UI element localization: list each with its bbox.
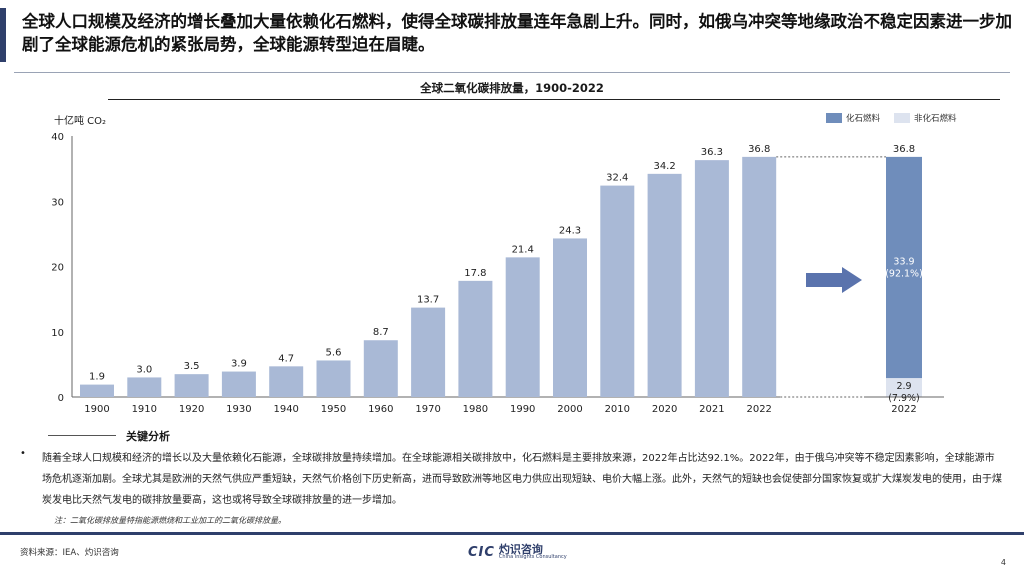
emissions-bar-chart: 0 10 20 30 40 1.9 1900 3.0 1910 3.5 1920 3.9 1930 4.7… — [51, 132, 944, 415]
bar-1910 — [127, 377, 162, 397]
bar-1990 — [505, 257, 540, 397]
footnote: 注：二氧化碳排放量特指能源燃烧和工业加工的二氧化碳排放量。 — [54, 516, 286, 525]
data-label-2021: 36.3 — [701, 147, 723, 158]
legend-non-fossil-label: 非化石燃料 — [914, 114, 957, 124]
bar-1900 — [80, 384, 114, 397]
analysis-rule-left — [48, 435, 116, 436]
x-tick-label-2010: 2010 — [605, 404, 630, 415]
legend-fossil-label: 化石燃料 — [846, 114, 881, 124]
legend-fossil: 化石燃料 — [826, 112, 880, 124]
data-label-1940: 4.7 — [278, 353, 294, 364]
data-label-1970: 13.7 — [417, 295, 439, 306]
bar-2021 — [694, 160, 729, 397]
company-logo: CIC 灼识咨询 China Insights Consultancy — [468, 544, 567, 560]
data-label-1980: 17.8 — [464, 268, 486, 279]
bar-1940 — [269, 366, 304, 397]
y-axis-unit: 十亿吨 CO₂ — [54, 116, 107, 127]
analysis-heading: 关键分析 — [126, 430, 170, 443]
breakdown-x-label: 2022 — [891, 404, 916, 415]
slide-headline: 全球人口规模及经济的增长叠加大量依赖化石燃料，使得全球碳排放量连年急剧上升。同时… — [22, 12, 1012, 54]
header-divider — [14, 72, 1010, 73]
bar-1930 — [221, 371, 256, 397]
bar-1960 — [363, 340, 398, 397]
bar-2000 — [553, 238, 587, 397]
logo-mark: CIC — [468, 544, 495, 560]
page-number: 4 — [1000, 558, 1006, 567]
breakdown-total-label: 36.8 — [893, 144, 915, 155]
logo-english-name: China Insights Consultancy — [498, 554, 567, 560]
chart-title: 全球二氧化碳排放量，1900-2022 — [420, 81, 604, 95]
chart-legend: 化石燃料 非化石燃料 — [826, 112, 957, 124]
x-tick-label-1900: 1900 — [84, 404, 109, 415]
x-tick-label-1920: 1920 — [179, 404, 204, 415]
x-tick-label-1960: 1960 — [368, 404, 393, 415]
bar-2020 — [647, 173, 682, 397]
breakdown-fossil-segment — [886, 156, 922, 379]
bar-1970 — [411, 307, 446, 397]
data-label-1920: 3.5 — [184, 361, 200, 372]
title-accent-bar — [0, 8, 6, 62]
y-tick-label: 30 — [51, 197, 64, 208]
x-tick-label-2000: 2000 — [557, 404, 582, 415]
bar-1950 — [316, 360, 351, 397]
bar-1980 — [458, 280, 493, 397]
bar-1920 — [174, 374, 209, 397]
footer-divider — [0, 532, 1024, 535]
x-tick-label-2020: 2020 — [652, 404, 677, 415]
breakdown-fossil-value: 33.9 — [893, 256, 914, 267]
breakdown-non-fossil-value: 2.9 — [896, 381, 911, 392]
legend-non-fossil-swatch — [894, 113, 911, 123]
x-tick-label-1980: 1980 — [463, 404, 488, 415]
data-label-1900: 1.9 — [89, 372, 105, 383]
x-tick-label-1970: 1970 — [415, 404, 440, 415]
data-label-1910: 3.0 — [136, 364, 152, 375]
x-tick-label-2022: 2022 — [746, 404, 771, 415]
y-tick-label: 10 — [51, 328, 64, 339]
source-note: 资料来源：IEA、灼识咨询 — [20, 548, 119, 558]
x-tick-label-1910: 1910 — [132, 404, 157, 415]
chart-title-underline — [108, 99, 1000, 100]
breakdown-arrow-icon — [806, 267, 862, 293]
data-label-2020: 34.2 — [653, 161, 675, 172]
y-tick-label: 20 — [51, 263, 64, 274]
breakdown-non-fossil-segment — [886, 378, 922, 397]
data-label-2010: 32.4 — [606, 173, 628, 184]
analysis-text: 随着全球人口规模和经济的增长以及大量依赖化石能源，全球碳排放量持续增加。在全球能… — [42, 453, 1002, 506]
x-tick-label-1950: 1950 — [321, 404, 346, 415]
data-label-1990: 21.4 — [512, 244, 534, 255]
x-tick-label-1930: 1930 — [226, 404, 251, 415]
bar-2010 — [600, 185, 635, 397]
legend-fossil-swatch — [826, 113, 842, 123]
data-label-1930: 3.9 — [231, 359, 247, 370]
legend-non-fossil: 非化石燃料 — [894, 112, 957, 124]
breakdown-non-fossil-share: (7.9%) — [888, 393, 920, 404]
x-tick-label-1940: 1940 — [273, 404, 298, 415]
y-tick-label: 0 — [58, 393, 64, 404]
y-tick-label: 40 — [51, 132, 64, 143]
data-label-1960: 8.7 — [373, 327, 389, 338]
x-tick-label-1990: 1990 — [510, 404, 535, 415]
data-label-1950: 5.6 — [326, 347, 342, 358]
data-label-2000: 24.3 — [559, 225, 581, 236]
breakdown-fossil-share: (92.1%) — [885, 268, 923, 279]
bar-2022 — [742, 156, 777, 397]
bullet-marker: • — [20, 448, 26, 459]
logo-chinese-name: 灼识咨询 — [498, 543, 543, 556]
data-label-2022: 36.8 — [748, 144, 770, 155]
x-tick-label-2021: 2021 — [699, 404, 724, 415]
